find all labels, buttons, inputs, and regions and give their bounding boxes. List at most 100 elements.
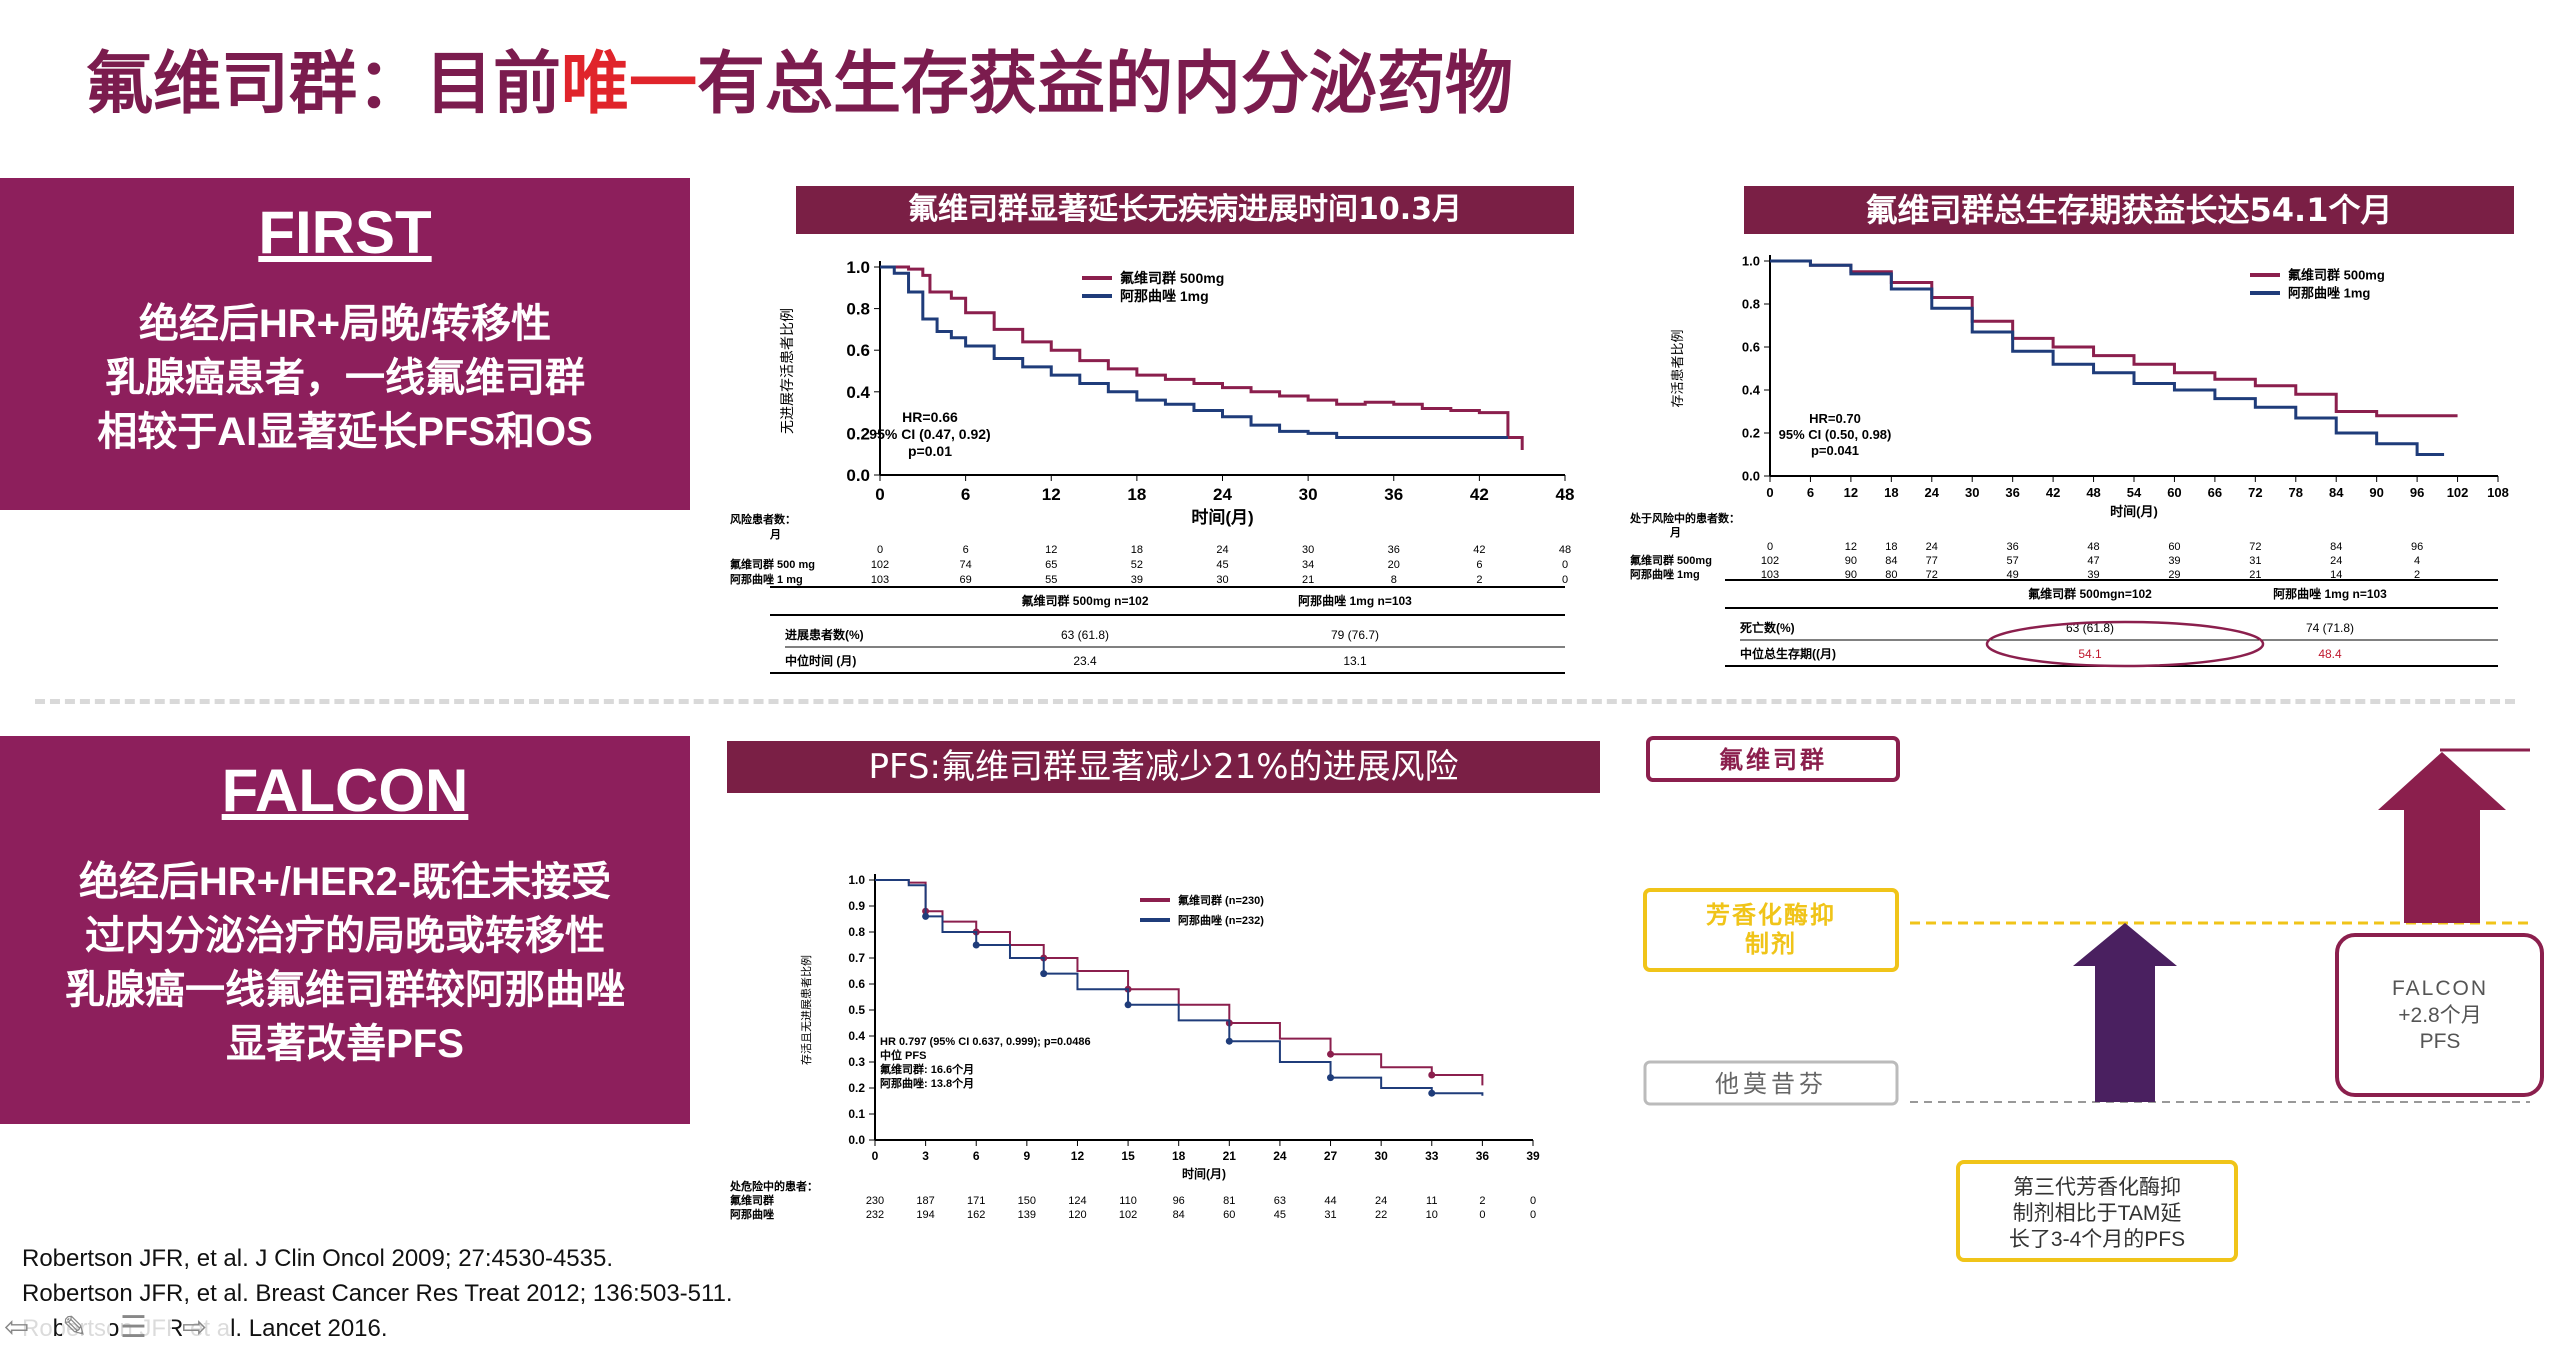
nav-forward-arrow-icon[interactable]: ⇨ [182,1310,230,1346]
annotation-line: HR=0.66 [902,409,958,425]
risk-value: 52 [1131,559,1143,571]
y-tick-label: 0.6 [1742,340,1760,355]
risk-value: 39 [2087,569,2099,581]
risk-value: 65 [1045,559,1057,571]
risk-value: 150 [1018,1195,1036,1207]
ai-label-line: 制剂 [1745,930,1797,958]
km-curve-anastrozole [1770,259,2445,456]
y-tick-label: 0.4 [1742,383,1761,398]
table-header: 氟维司群 500mgn=102 [2028,586,2152,601]
y-tick-label: 0.2 [1742,426,1760,441]
x-tick-label: 30 [1374,1149,1388,1163]
x-tick-label: 21 [1223,1149,1237,1163]
first-pfs-chart: 0.0 0.2 0.4 0.6 0.8 1.0 0 6 12 18 24 30 36 42 48 时间(月) 无… [730,258,1575,674]
risk-value: 103 [1761,569,1779,581]
km-curve-anastrozole [875,879,1484,1096]
y-tick-label: 0.0 [1742,469,1760,484]
x-tick-label: 66 [2208,485,2222,500]
tam-note-line: 长了3-4个月的PFS [2009,1228,2185,1251]
x-tick-label: 48 [2086,485,2100,500]
risk-value: 31 [2249,555,2261,567]
x-tick-label: 102 [2447,485,2469,500]
risk-value: 81 [1223,1195,1235,1207]
reference-1: Robertson JFR, et al. J Clin Oncol 2009;… [22,1245,613,1272]
censor-mark [1040,970,1048,978]
risk-time: 18 [1131,544,1143,556]
x-tick-label: 36 [2005,485,2019,500]
y-tick-label: 0.3 [848,1055,865,1069]
y-tick-label: 0.0 [848,1133,865,1147]
nav-back-arrow-icon[interactable]: ⇦ [4,1310,52,1346]
y-tick-label: 0.6 [846,341,870,360]
risk-value: 84 [1173,1209,1185,1221]
y-tick-label: 0.8 [846,300,870,319]
pen-tool-icon[interactable]: ✎ [62,1310,110,1346]
risk-time: 24 [1216,544,1228,556]
legend-label: 阿那曲唑 (n=232) [1178,913,1264,927]
risk-value: 47 [2087,555,2099,567]
risk-value: 171 [967,1195,985,1207]
risk-value: 0 [1479,1209,1485,1221]
x-tick-label: 6 [961,485,970,504]
risk-value: 20 [1388,559,1400,571]
y-tick-label: 0.9 [848,899,865,913]
risk-value: 24 [2330,555,2342,567]
censor-mark [1124,1001,1132,1009]
censor-mark [1428,1071,1436,1079]
y-tick-label: 0.0 [846,466,870,485]
censor-mark [1327,1050,1335,1058]
x-axis-label: 时间(月) [1182,1166,1226,1181]
y-tick-label: 0.4 [846,383,870,402]
risk-value: 60 [1223,1209,1235,1221]
risk-row-label: 氟维司群 500mg [1630,553,1712,567]
first-study-name: FIRST [258,199,432,266]
risk-row-label: 阿那曲唑 [730,1207,774,1221]
risk-value: 6 [1476,559,1482,571]
risk-row-label: 氟维司群 [730,1193,774,1207]
table-value: 79 (76.7) [1331,628,1379,642]
x-tick-label: 18 [1884,485,1898,500]
falcon-study-box: FALCON 绝经后HR+/HER2-既往未接受 过内分泌治疗的局晚或转移性 乳… [0,736,690,1124]
tam-note-box [1956,1160,2238,1262]
risk-value: 0 [1562,559,1568,571]
falcon-gain-line: FALCON [2392,977,2488,1000]
annotation-line: 氟维司群: 16.6个月 [880,1062,974,1076]
x-tick-label: 84 [2329,485,2344,500]
x-tick-label: 36 [1384,485,1403,504]
risk-time: 6 [963,544,969,556]
annotation-line: 中位 PFS [880,1048,926,1062]
risk-value: 31 [1324,1209,1336,1221]
y-axis-label: 存活患者比例 [1670,329,1685,407]
falcon-gain-line: +2.8个月 [2398,1004,2481,1027]
risk-time: 0 [1767,541,1773,553]
risk-value: 45 [1274,1209,1286,1221]
first-os-chart: 0.00.20.40.60.81.00 6 12 18 24 30 36 42 48 54 60 66… [1630,254,2509,668]
x-tick-label: 48 [1556,485,1575,504]
comparison-diagram: 氟维司群 芳香化酶抑 制剂 他莫昔芬 FALCON +2.8个月 PFS 第三代… [1643,736,2544,1262]
x-tick-label: 42 [2046,485,2060,500]
risk-value: 194 [916,1209,934,1221]
risk-time: 72 [2249,541,2261,553]
y-tick-label: 0.1 [848,1107,865,1121]
x-tick-label: 33 [1425,1149,1439,1163]
annotation-line: p=0.01 [908,443,952,459]
falcon-gain-line: PFS [2420,1030,2461,1053]
slide-menu-icon[interactable]: ☰ [120,1310,172,1346]
table-value: 63 (61.8) [2066,621,2114,635]
up-arrow-ai-to-fulv [2378,752,2506,923]
x-tick-label: 6 [973,1149,980,1163]
x-tick-label: 12 [1071,1149,1085,1163]
risk-time: 60 [2168,541,2180,553]
tam-label: 他莫昔芬 [1715,1071,1827,1098]
x-tick-label: 90 [2369,485,2383,500]
y-tick-label: 0.2 [848,1081,865,1095]
censor-mark [922,912,930,920]
first-desc-line: 绝经后HR+局晚/转移性 [138,302,552,346]
legend-label: 氟维司群 500mg [2288,268,2385,283]
risk-row-label: 氟维司群 500 mg [730,557,815,571]
risk-unit: 月 [1669,526,1681,539]
risk-value: 110 [1119,1195,1137,1207]
censor-mark [972,941,980,949]
legend-label: 氟维司群 (n=230) [1178,893,1264,907]
x-tick-label: 72 [2248,485,2262,500]
